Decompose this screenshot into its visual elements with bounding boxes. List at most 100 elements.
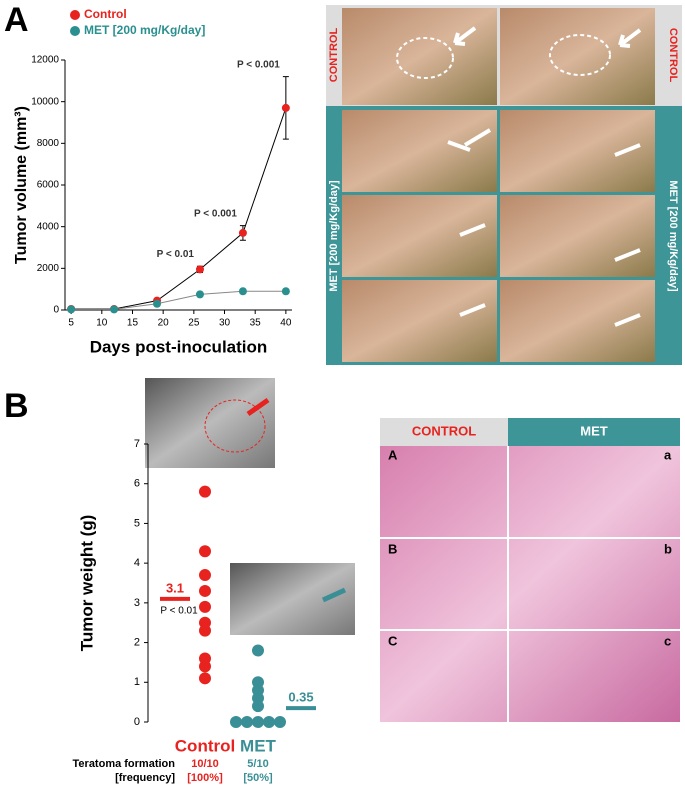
y-tick-label: 2000 [37, 263, 60, 274]
y-tick-label: 2 [134, 636, 140, 648]
photo-label: MET [200 mg/Kg/day] [667, 180, 679, 292]
y-tick-label: 6000 [37, 180, 60, 191]
x-tick-label: 20 [158, 318, 170, 329]
tumor-outline [549, 34, 611, 76]
frequency: [50%] [243, 772, 273, 784]
p-value: P < 0.01 [160, 606, 198, 617]
photo [342, 8, 497, 105]
y-tick-label: 4000 [37, 221, 60, 232]
data-point [199, 600, 211, 613]
x-tick-label: 15 [127, 318, 139, 329]
x-tick-label: 30 [219, 318, 231, 329]
y-tick-label: 8000 [37, 138, 60, 149]
arrows [447, 26, 642, 327]
tumor-outline [396, 37, 454, 79]
x-axis-title: Days post-inoculation [90, 337, 268, 356]
photo [500, 280, 655, 362]
photo [342, 110, 497, 192]
photo-label: CONTROL [667, 28, 679, 83]
legend-label: Control [84, 7, 127, 21]
data-point [110, 305, 119, 314]
data-point [67, 305, 76, 314]
y-tick-label: 12000 [31, 55, 59, 66]
footer-label: [frequency] [115, 772, 175, 784]
y-tick-label: 0 [53, 305, 59, 316]
frequency: [100%] [187, 772, 223, 784]
photo [342, 195, 497, 277]
legend-marker [70, 10, 80, 20]
data-point [281, 287, 290, 296]
data-point [252, 716, 264, 728]
legend-label: MET [200 mg/Kg/day] [84, 23, 205, 37]
histology-header: MET [580, 423, 608, 438]
legend-marker [70, 26, 80, 36]
y-tick-label: 7 [134, 438, 140, 450]
data-point [281, 103, 290, 112]
data-point [199, 624, 211, 637]
photo [342, 280, 497, 362]
y-tick-label: 0 [134, 716, 140, 728]
data-point [263, 716, 275, 728]
y-tick-label: 3 [134, 597, 140, 609]
histology-letter: a [664, 447, 672, 462]
data-point [195, 290, 204, 299]
tumor-outline [204, 399, 266, 453]
histology-letter: c [664, 633, 671, 648]
photo [500, 110, 655, 192]
annotation: P < 0.001 [194, 208, 237, 219]
data-point [241, 716, 253, 728]
data-point [199, 569, 211, 582]
x-tick-label: 5 [68, 318, 74, 329]
histology-letter: C [388, 633, 398, 648]
y-axis-title: Tumor weight (g) [77, 515, 96, 652]
category-label: Control [175, 736, 235, 755]
data-point [199, 545, 211, 558]
footer-label: Teratoma formation [73, 758, 176, 770]
photo [500, 195, 655, 277]
data-point [274, 716, 286, 728]
data-point [153, 299, 162, 308]
frequency: 5/10 [247, 758, 268, 770]
x-tick-label: 10 [96, 318, 108, 329]
mean-label: 0.35 [288, 690, 313, 705]
histology-image [380, 446, 680, 722]
arrow [246, 397, 270, 417]
x-tick-label: 40 [280, 318, 292, 329]
data-point [199, 672, 211, 685]
data-point [238, 228, 247, 237]
x-tick-label: 25 [188, 318, 200, 329]
histology-letter: B [388, 541, 397, 556]
data-point [238, 287, 247, 296]
data-point [199, 485, 211, 498]
series-line [71, 290, 286, 310]
photo-label: CONTROL [328, 28, 340, 83]
panel-label: A [4, 1, 29, 39]
frequency: 10/10 [191, 758, 219, 770]
panel-label: B [4, 387, 29, 425]
histology-letter: b [664, 541, 672, 556]
photo [500, 8, 655, 105]
data-point [230, 716, 242, 728]
histology-letter: A [388, 447, 398, 462]
data-point [199, 584, 211, 597]
histology-grid [380, 446, 680, 722]
x-tick-label: 35 [250, 318, 262, 329]
annotation: P < 0.001 [237, 59, 280, 70]
arrow [321, 587, 347, 603]
inset-photo [230, 563, 355, 635]
data-point [195, 265, 204, 274]
category-label: MET [240, 736, 277, 755]
data-point [252, 700, 264, 713]
y-axis-title: Tumor volume (mm³) [13, 106, 30, 264]
mean-label: 3.1 [166, 580, 184, 595]
y-tick-label: 6 [134, 478, 140, 490]
header-cell [380, 418, 508, 446]
photo-label: MET [200 mg/Kg/day] [328, 180, 340, 292]
y-tick-label: 4 [134, 557, 140, 569]
histology-header: CONTROL [412, 423, 476, 438]
annotation: P < 0.01 [157, 249, 195, 260]
data-point [252, 644, 264, 657]
y-tick-label: 1 [134, 676, 140, 688]
